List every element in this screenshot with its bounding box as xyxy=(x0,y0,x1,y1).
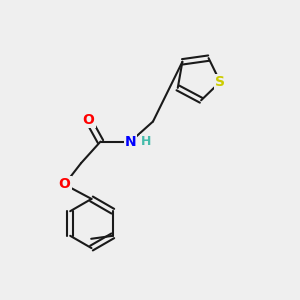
Text: S: S xyxy=(215,75,225,89)
Text: H: H xyxy=(141,135,151,148)
Text: O: O xyxy=(58,178,70,191)
Text: N: N xyxy=(125,135,136,148)
Text: O: O xyxy=(82,113,94,127)
